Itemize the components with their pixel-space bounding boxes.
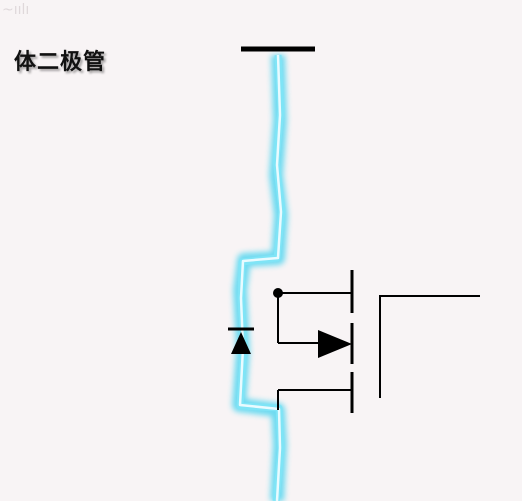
glow-core: [238, 54, 283, 501]
current-path-glow: [232, 54, 288, 501]
body-arrow-icon: [318, 330, 352, 358]
mosfet-symbol: [273, 270, 480, 413]
diode-triangle-icon: [231, 332, 251, 354]
watermark: ~ıılı: [2, 2, 30, 18]
glow-halo: [232, 54, 288, 501]
diode-symbol: [228, 327, 254, 354]
page-title: 体二极管: [14, 50, 107, 75]
